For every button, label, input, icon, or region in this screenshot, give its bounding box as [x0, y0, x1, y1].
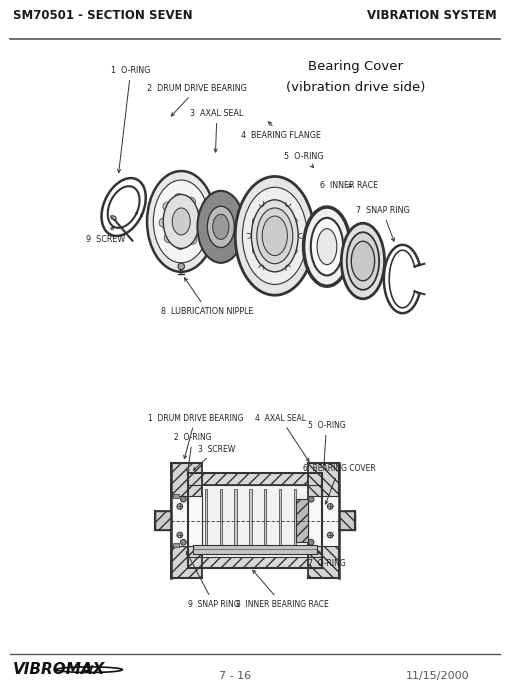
Circle shape [290, 218, 297, 224]
Ellipse shape [163, 194, 199, 248]
Bar [249, 489, 251, 553]
Text: 2  DRUM DRIVE BEARING: 2 DRUM DRIVE BEARING [147, 84, 246, 116]
Circle shape [159, 218, 168, 228]
Text: 2  O-RING: 2 O-RING [174, 432, 211, 472]
Bar [264, 489, 266, 553]
Ellipse shape [257, 208, 292, 264]
Bar [188, 473, 321, 485]
Text: 7 - 16: 7 - 16 [218, 671, 250, 681]
Bar [172, 543, 178, 547]
Ellipse shape [212, 215, 229, 239]
Circle shape [327, 532, 332, 538]
Circle shape [187, 235, 196, 244]
Bar [192, 545, 317, 554]
Text: SM70501 - SECTION SEVEN: SM70501 - SECTION SEVEN [13, 10, 192, 22]
Circle shape [174, 194, 183, 203]
Circle shape [193, 221, 203, 230]
Bar [171, 464, 202, 578]
Text: 4  BEARING FLANGE: 4 BEARING FLANGE [240, 122, 320, 140]
Circle shape [193, 210, 203, 220]
Circle shape [252, 247, 259, 254]
Ellipse shape [341, 224, 384, 299]
Ellipse shape [317, 228, 336, 264]
Ellipse shape [172, 208, 190, 235]
Circle shape [180, 496, 186, 502]
Text: 8  LUBRICATION NIPPLE: 8 LUBRICATION NIPPLE [161, 278, 253, 316]
Text: 9  SCREW: 9 SCREW [86, 226, 125, 244]
Circle shape [290, 247, 297, 254]
Circle shape [175, 240, 185, 250]
Ellipse shape [351, 242, 374, 281]
Circle shape [178, 263, 184, 270]
Circle shape [307, 539, 314, 545]
Text: 5  O-RING: 5 O-RING [307, 421, 345, 466]
Circle shape [271, 203, 277, 210]
Text: 11/15/2000: 11/15/2000 [405, 671, 468, 681]
Circle shape [177, 504, 182, 509]
Ellipse shape [303, 207, 350, 286]
Bar [219, 489, 221, 553]
Ellipse shape [111, 216, 116, 220]
Text: VIBROMAX: VIBROMAX [13, 662, 105, 677]
Bar [308, 489, 310, 553]
Ellipse shape [197, 191, 244, 263]
Bar [234, 489, 236, 553]
Circle shape [164, 233, 173, 243]
Text: 7  O-RING: 7 O-RING [307, 551, 345, 568]
Ellipse shape [235, 176, 314, 295]
Bar [205, 489, 207, 553]
Circle shape [180, 539, 186, 545]
Circle shape [186, 197, 195, 206]
Circle shape [307, 496, 314, 502]
Text: 3  AXAL SEAL: 3 AXAL SEAL [190, 109, 243, 152]
Bar [295, 499, 307, 543]
Bar [338, 511, 355, 530]
Text: 7  SNAP RING: 7 SNAP RING [355, 206, 409, 242]
Bar [188, 556, 321, 569]
Ellipse shape [310, 218, 343, 275]
Circle shape [327, 504, 332, 509]
Text: 3  SCREW: 3 SCREW [193, 444, 235, 471]
Text: Bearing Cover: Bearing Cover [307, 60, 403, 73]
Text: 8  INNER BEARING RACE: 8 INNER BEARING RACE [236, 570, 328, 609]
Circle shape [271, 262, 277, 268]
Ellipse shape [207, 206, 234, 248]
Ellipse shape [251, 200, 298, 272]
Text: V: V [86, 665, 93, 675]
Text: 4  AXAL SEAL: 4 AXAL SEAL [254, 414, 308, 462]
Text: 6  INNER RACE: 6 INNER RACE [319, 181, 377, 190]
Bar [154, 511, 171, 530]
Circle shape [252, 218, 259, 224]
Bar [278, 489, 280, 553]
Text: 9  SNAP RING: 9 SNAP RING [186, 552, 239, 609]
Text: 1  O-RING: 1 O-RING [111, 66, 150, 172]
Ellipse shape [262, 216, 287, 255]
Text: 6  BEARING COVER: 6 BEARING COVER [302, 464, 375, 504]
Text: 5  O-RING: 5 O-RING [283, 152, 323, 167]
Bar [172, 495, 178, 498]
Text: VIBRATION SYSTEM: VIBRATION SYSTEM [367, 10, 496, 22]
Text: (vibration drive side): (vibration drive side) [286, 81, 425, 94]
Ellipse shape [242, 188, 306, 284]
Bar [171, 495, 202, 546]
Text: 1  DRUM DRIVE BEARING: 1 DRUM DRIVE BEARING [147, 414, 243, 459]
Bar [307, 464, 338, 578]
Ellipse shape [147, 171, 215, 272]
Ellipse shape [346, 233, 378, 290]
Bar [188, 485, 321, 556]
Bar [293, 489, 296, 553]
Circle shape [162, 202, 172, 211]
Circle shape [177, 532, 182, 538]
Bar [307, 495, 338, 546]
Ellipse shape [153, 180, 209, 263]
